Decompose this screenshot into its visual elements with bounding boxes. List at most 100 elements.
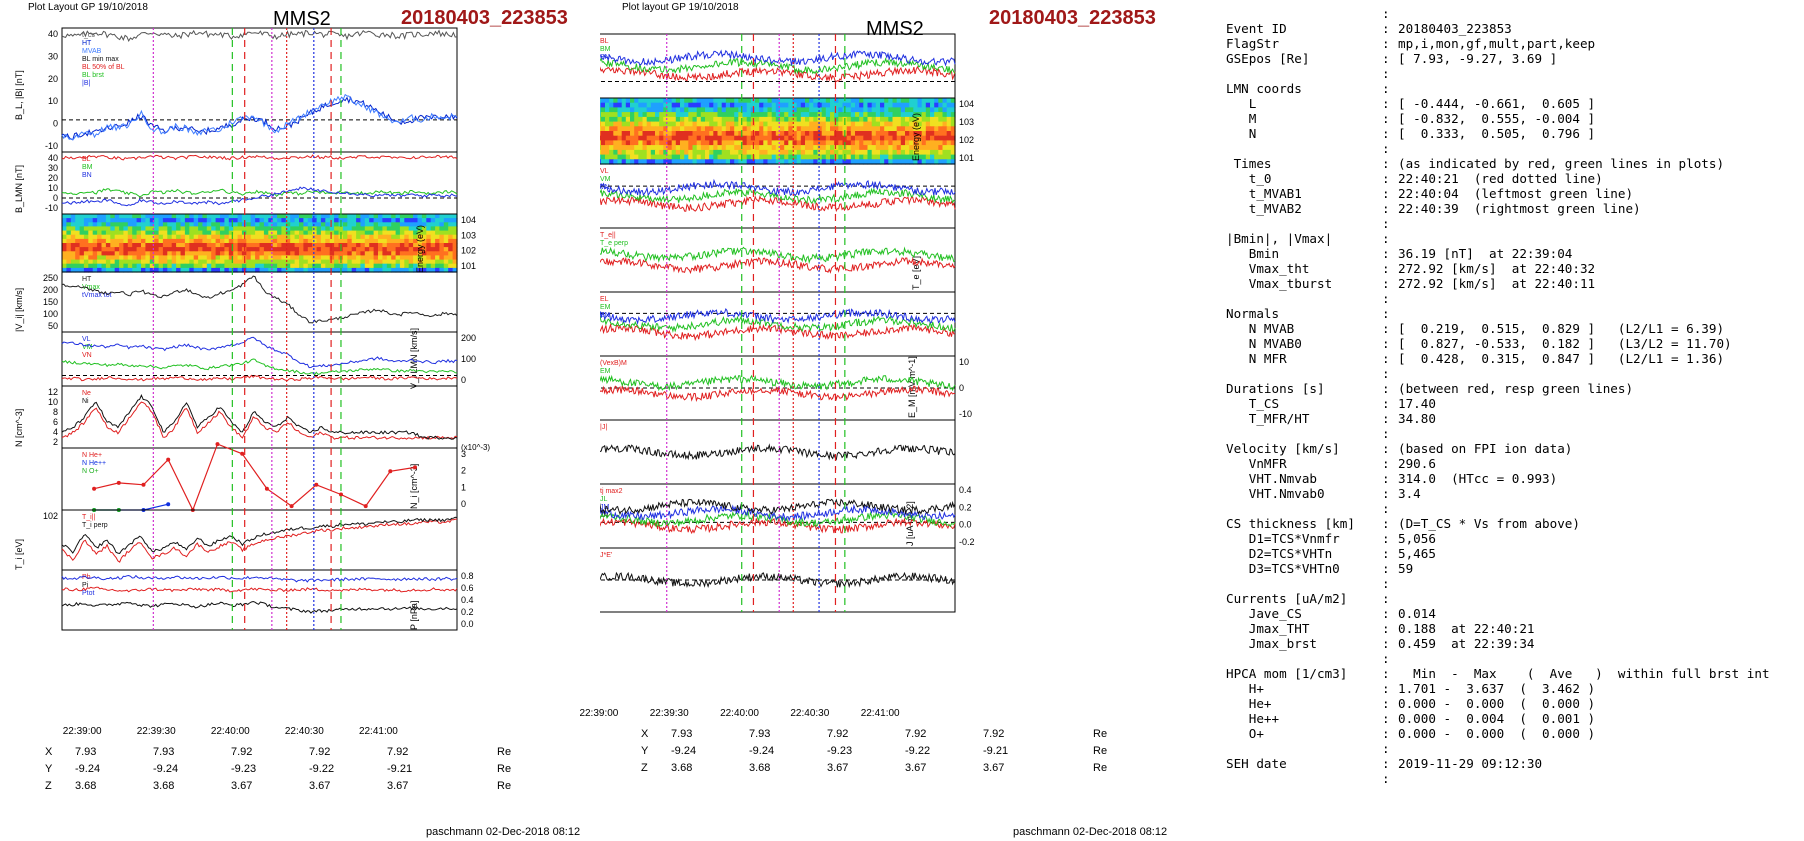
spectrogram-cell xyxy=(237,218,243,223)
spectrogram-cell xyxy=(356,255,362,261)
spectrogram-cell xyxy=(842,112,848,118)
spectrogram-cell xyxy=(738,145,744,151)
spectrogram-cell xyxy=(750,135,756,141)
spectrogram-cell xyxy=(233,218,239,223)
spectrogram-cell xyxy=(709,121,714,127)
info-value: (D=T_CS * Vs from above) xyxy=(1398,516,1580,531)
spectrogram-cell xyxy=(600,102,602,108)
spectrogram-cell xyxy=(617,135,623,141)
spectrogram-cell xyxy=(850,131,856,137)
info-colon: : xyxy=(1382,696,1390,711)
legend-entry: HT xyxy=(82,40,92,47)
spectrogram-cell xyxy=(88,267,94,273)
legend-entry: BN xyxy=(82,172,92,179)
spectrogram-cell xyxy=(224,214,230,219)
spectrogram-cell xyxy=(83,234,89,240)
spectrogram-cell xyxy=(896,107,902,113)
left-coord-table: X 7.93 7.93 7.92 7.92 7.92 Re Y -9.24 -9.24 -9.23-… xyxy=(45,743,511,794)
spectrogram-cell xyxy=(250,234,256,240)
info-value: 36.19 [nT] at 22:39:04 xyxy=(1398,246,1573,261)
spectrogram-cell xyxy=(609,135,614,141)
spectrogram-cell xyxy=(421,267,427,273)
series-line xyxy=(600,315,956,333)
spectrogram-cell xyxy=(817,98,823,104)
coord-value: 7.92 xyxy=(387,745,409,758)
spectrogram-cell xyxy=(62,238,67,244)
spectrogram-cell xyxy=(871,121,877,127)
spectrogram-cell xyxy=(900,149,906,156)
spectrogram-cell xyxy=(334,234,340,240)
coord-value: 3.68 xyxy=(671,761,693,774)
series-line xyxy=(61,336,458,369)
spectrogram-cell xyxy=(404,226,410,232)
spectrogram-cell xyxy=(369,234,375,240)
spectrogram-cell xyxy=(303,218,309,223)
coord-row: X 7.93 7.93 7.92 7.92 7.92 Re xyxy=(641,725,1107,742)
spectrogram-cell xyxy=(655,98,660,104)
spectrogram-cell xyxy=(88,214,94,219)
spectrogram-cell xyxy=(312,243,318,248)
spectrogram-cell xyxy=(855,131,860,137)
spectrogram-cell xyxy=(132,238,138,244)
spectrogram-cell xyxy=(771,121,777,127)
spectrogram-cell xyxy=(79,259,85,265)
spectrogram-cell xyxy=(220,263,225,269)
spectrogram-cell xyxy=(184,218,190,223)
spectrogram-cell xyxy=(246,230,252,236)
info-key xyxy=(1226,141,1382,156)
spectrogram-cell xyxy=(746,159,752,165)
spectrogram-cell xyxy=(800,112,806,118)
spectrogram-cell xyxy=(900,154,906,160)
spectrogram-cell xyxy=(692,149,698,156)
spectrogram-cell xyxy=(759,112,764,118)
info-key xyxy=(1226,771,1382,786)
legend-entry: BN xyxy=(600,54,610,61)
spectrogram-cell xyxy=(136,226,142,232)
spectrogram-cell xyxy=(149,222,155,227)
spectrogram-cell xyxy=(193,259,199,265)
spectrogram-cell xyxy=(233,238,239,244)
spectrogram-cell xyxy=(171,238,177,244)
spectrogram-cell xyxy=(867,140,873,146)
spectrogram-cell xyxy=(600,140,606,146)
spectrogram-cell xyxy=(180,238,186,244)
spectrogram-cell xyxy=(934,107,939,113)
spectrogram-cell xyxy=(272,267,278,273)
spectrogram-cell xyxy=(176,247,182,252)
spectrogram-cell xyxy=(70,267,76,273)
spectrogram-cell xyxy=(942,159,948,165)
spectrogram-cell xyxy=(215,238,221,244)
spectrogram-cell xyxy=(621,102,627,108)
spectrogram-cell xyxy=(917,121,923,127)
spectrogram-cell xyxy=(950,107,956,113)
spectrogram-cell xyxy=(198,238,204,244)
spectrogram-cell xyxy=(158,267,164,273)
spectrogram-cell xyxy=(189,263,195,269)
spectrogram-cell xyxy=(755,107,760,113)
spectrogram-cell xyxy=(771,98,777,104)
spectrogram-cell xyxy=(742,126,748,132)
info-colon: : xyxy=(1382,111,1390,126)
y-tick-label: 10 xyxy=(48,397,58,407)
info-value: 0.000 - 0.004 ( 0.001 ) xyxy=(1398,711,1596,726)
spectrogram-cell xyxy=(730,149,735,156)
spectrogram-cell xyxy=(713,116,719,123)
spectrogram-cell xyxy=(755,140,760,146)
spectrogram-cell xyxy=(171,226,177,232)
spectrogram-cell xyxy=(167,251,173,256)
spectrogram-cell xyxy=(373,222,379,227)
spectrogram-cell xyxy=(909,126,914,132)
spectrogram-cell xyxy=(417,243,423,248)
spectrogram-cell xyxy=(888,131,894,137)
spectrogram-cell xyxy=(909,154,914,160)
spectrogram-cell xyxy=(775,140,781,146)
spectrogram-cell xyxy=(859,107,864,113)
spectrogram-cell xyxy=(141,243,146,248)
spectrogram-cell xyxy=(759,126,764,132)
spectrogram-cell xyxy=(189,243,195,248)
spectrogram-cell xyxy=(97,247,103,252)
y-tick-label: 12 xyxy=(48,387,58,397)
spectrogram-cell xyxy=(834,149,839,156)
spectrogram-cell xyxy=(675,102,681,108)
